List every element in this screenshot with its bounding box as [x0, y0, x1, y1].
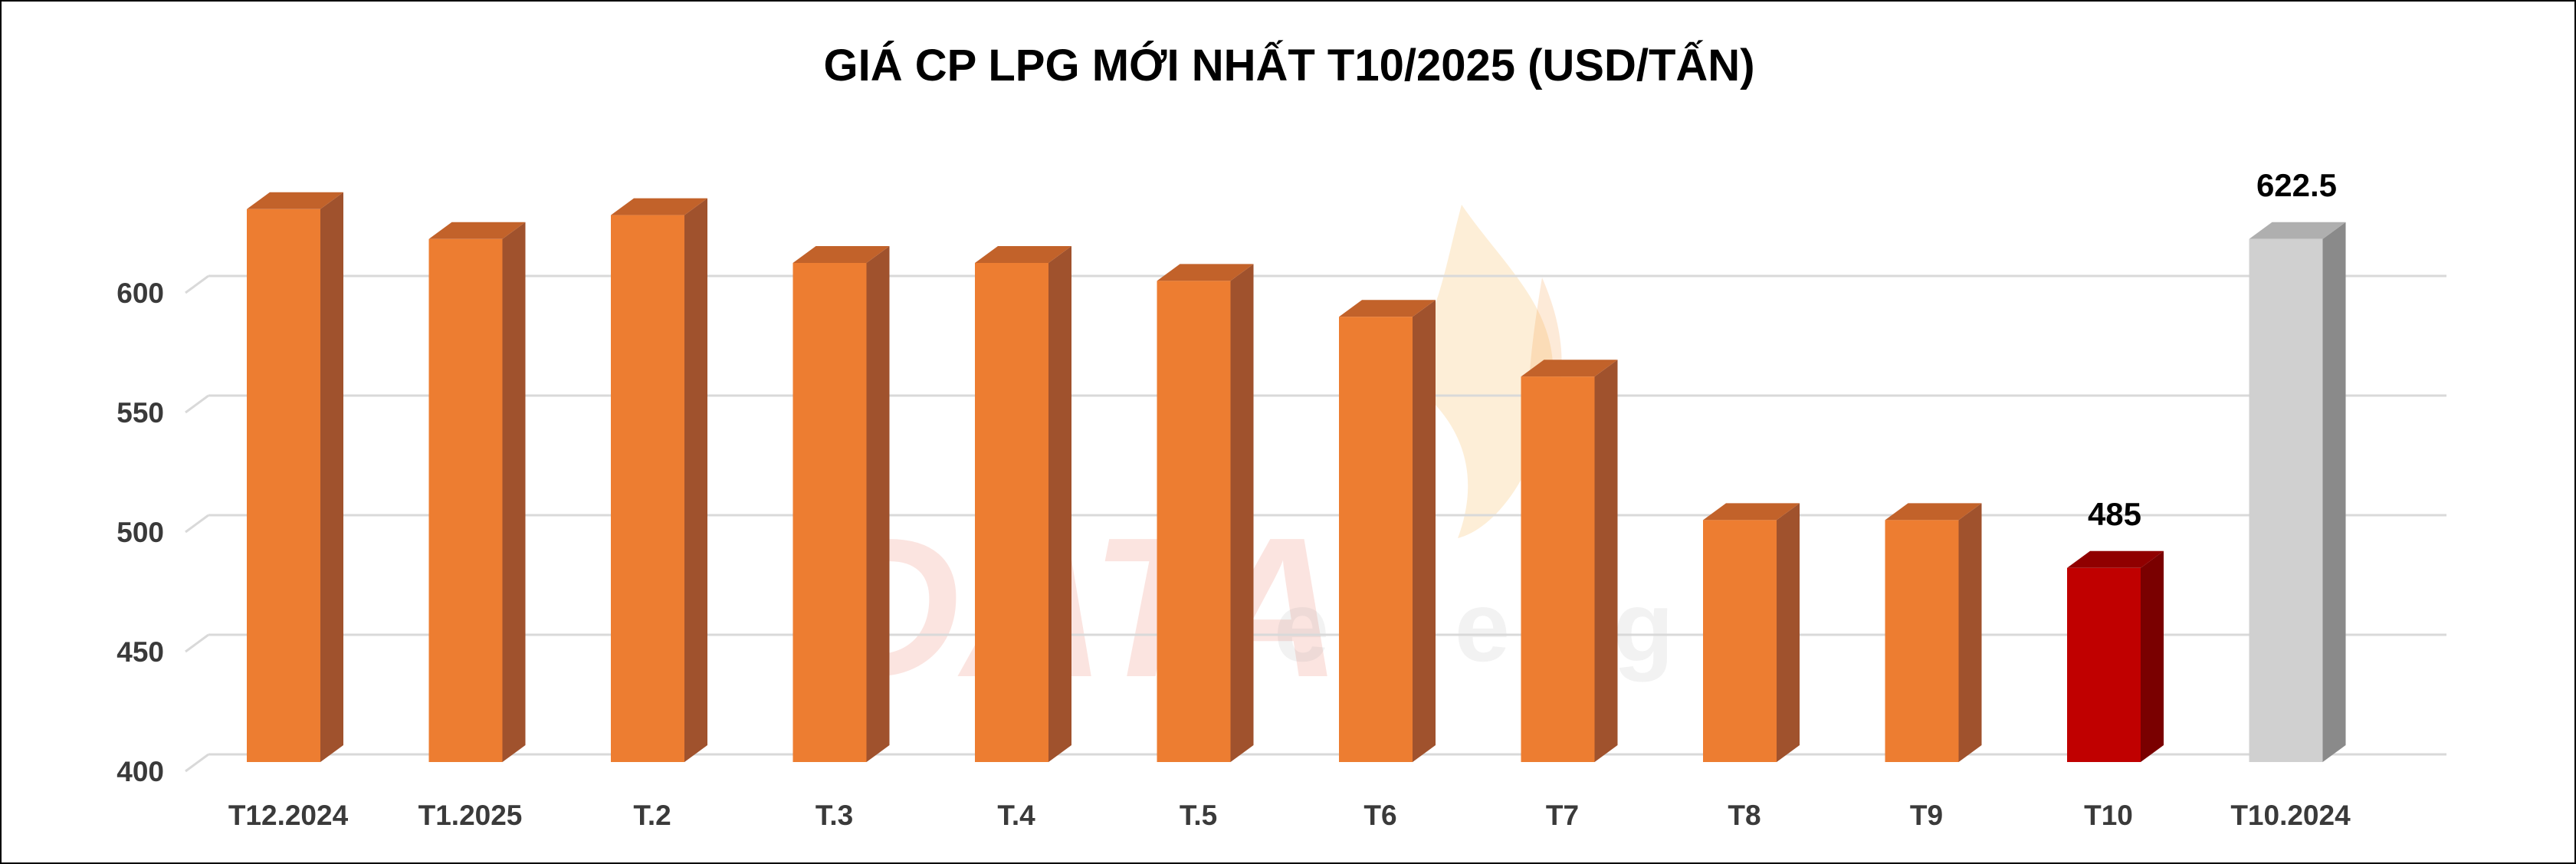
x-category-label: T9 [1910, 800, 1943, 831]
bar-top [975, 246, 1071, 263]
bar [792, 246, 890, 762]
bar-top [1521, 360, 1618, 377]
watermark-logo-text: DATA [818, 497, 1342, 719]
bar-front [1885, 520, 1959, 762]
y-tick-label: 400 [116, 756, 164, 787]
data-labels: 485 622.5 [2088, 167, 2337, 532]
chart-title: GIÁ CP LPG MỚI NHẤT T10/2025 (USD/TẤN) [823, 41, 1754, 90]
bar-side [1958, 503, 1982, 762]
gridline-depth [185, 274, 209, 294]
x-category-label: T.4 [997, 800, 1035, 831]
bar-front [1703, 520, 1777, 762]
bar-top [1885, 503, 1982, 521]
bar-front [611, 215, 684, 763]
bar-side [1413, 300, 1436, 762]
bar [2249, 222, 2346, 762]
bar-front [792, 263, 867, 762]
y-tick-label: 500 [116, 517, 164, 548]
bar [247, 192, 343, 763]
x-axis-categories: T12.2024 T1.2025 T.2 T.3 T.4 T.5 T6 T7 T8 T9 T10 T1… [228, 800, 2351, 831]
bar-top [611, 198, 707, 215]
bar [975, 246, 1071, 762]
gridline-depth [185, 633, 209, 653]
gridline-depth [185, 514, 209, 534]
bar-side [1594, 360, 1618, 762]
bar-side [2141, 550, 2164, 762]
bar-side [320, 192, 343, 763]
x-category-label: T.2 [633, 800, 671, 831]
bar-front [1157, 281, 1231, 762]
data-label: 622.5 [2256, 167, 2337, 203]
watermark-logo: DATA energy [818, 205, 1761, 719]
bar-front [1521, 376, 1595, 762]
bar-top [2249, 222, 2346, 239]
bar-side [1777, 503, 1800, 762]
x-category-label: T12.2024 [228, 800, 349, 831]
bar [2067, 550, 2164, 762]
bar-side [684, 198, 707, 763]
bar-top [1157, 264, 1254, 281]
y-tick-label: 600 [116, 278, 164, 309]
x-category-label: T10 [2084, 800, 2133, 831]
bar-front [975, 263, 1048, 762]
bar-top [792, 246, 890, 263]
bar [1157, 264, 1254, 762]
bar-top [1339, 300, 1436, 317]
bar [428, 222, 526, 762]
gridline-depth [185, 394, 209, 414]
bar-side [2322, 222, 2346, 762]
bar-front [1339, 317, 1413, 762]
data-label: 485 [2088, 496, 2141, 532]
bar [1703, 503, 1800, 762]
bar [1885, 503, 1982, 762]
x-category-label: T.3 [815, 800, 853, 831]
bar-side [1048, 246, 1071, 762]
x-category-label: T7 [1546, 800, 1579, 831]
x-category-label: T6 [1363, 800, 1396, 831]
x-category-label: T10.2024 [2230, 800, 2351, 831]
bar-top [1703, 503, 1800, 521]
bar-front [2067, 567, 2141, 762]
bar-front [428, 238, 503, 762]
y-tick-label: 550 [116, 397, 164, 429]
bar [611, 198, 707, 763]
bar-front [247, 209, 320, 762]
x-category-label: T1.2025 [418, 800, 523, 831]
bar-top [428, 222, 526, 239]
bar [1521, 360, 1618, 762]
bar-side [866, 246, 890, 762]
bar-top [2067, 550, 2164, 568]
bar-side [1230, 264, 1254, 762]
bar-side [502, 222, 526, 762]
bar-top [247, 192, 343, 209]
bar [1339, 300, 1436, 762]
x-category-label: T8 [1728, 800, 1761, 831]
y-axis-ticks: 400 450 500 550 600 [116, 278, 164, 787]
x-category-label: T.5 [1180, 800, 1217, 831]
gridline-depth [185, 753, 209, 773]
bar-front [2249, 238, 2323, 762]
y-tick-label: 450 [116, 636, 164, 668]
bars [247, 192, 2346, 763]
